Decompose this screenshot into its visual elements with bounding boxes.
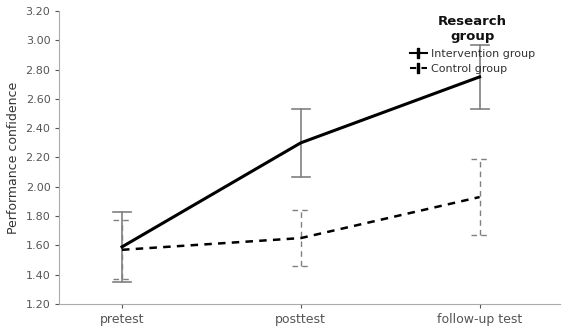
Legend: Intervention group, Control group: Intervention group, Control group [405, 11, 540, 79]
Y-axis label: Performance confidence: Performance confidence [7, 81, 20, 234]
